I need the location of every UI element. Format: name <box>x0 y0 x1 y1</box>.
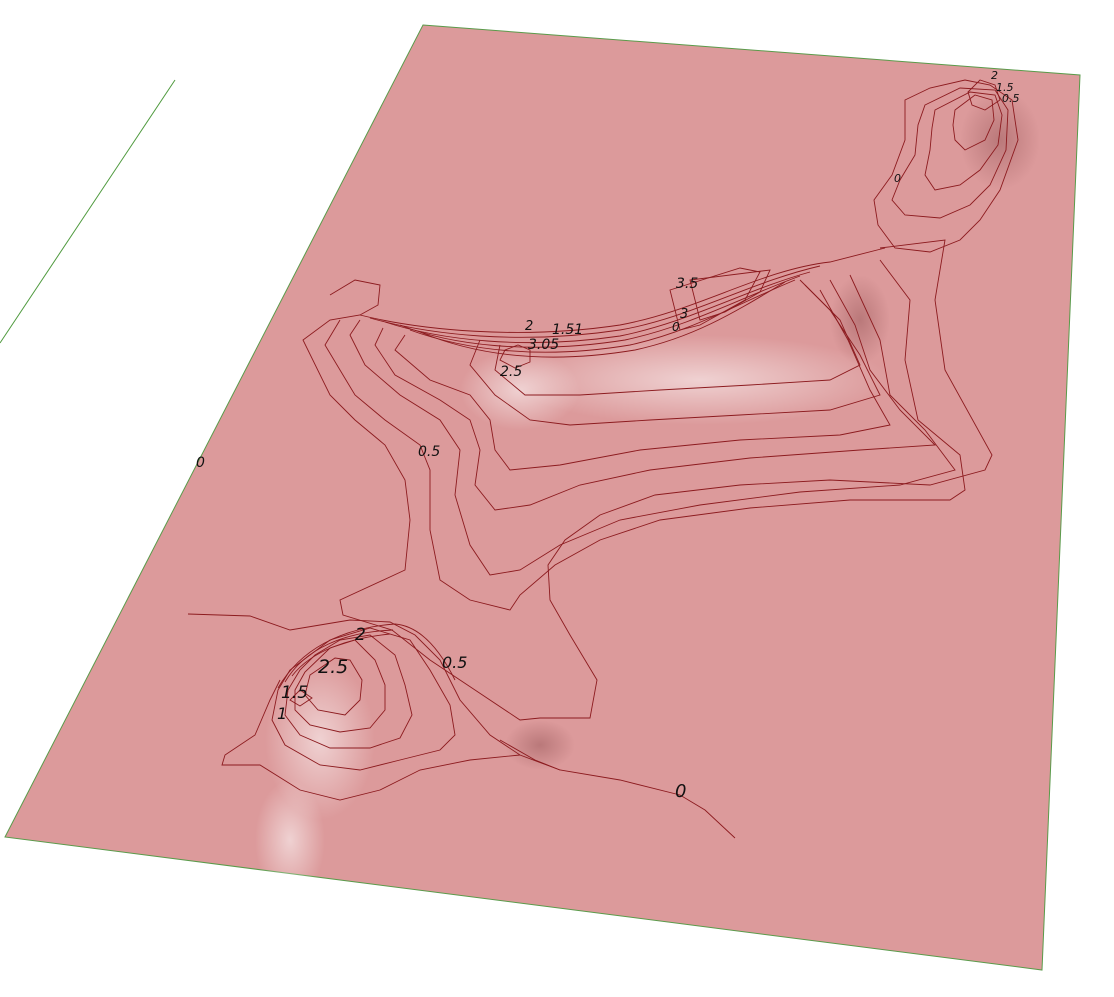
label-right-2: 2 <box>991 69 998 82</box>
label-upper-0: 0 <box>672 320 680 334</box>
label-left-0: 0 <box>196 455 205 471</box>
label-right-0: 0 <box>894 172 901 185</box>
label-right-05: 0.5 <box>1002 92 1020 105</box>
contour-labels: 2 1.51 3.05 2.5 3.5 3 0 2 1.5 0.5 0 0 0.… <box>196 69 1020 802</box>
label-center-05: 0.5 <box>418 444 440 460</box>
label-upper-151: 1.51 <box>552 322 583 338</box>
label-upper-3: 3 <box>680 307 688 322</box>
label-upper-35: 3.5 <box>676 276 698 292</box>
label-lower-05: 0.5 <box>442 653 467 672</box>
label-upper-25: 2.5 <box>500 364 522 380</box>
axis-line <box>0 79 176 344</box>
label-lower-right-0: 0 <box>675 781 686 802</box>
label-right-15: 1.5 <box>996 81 1014 94</box>
label-lower-25: 2.5 <box>318 656 348 678</box>
terrain-surface[interactable] <box>4 24 1081 971</box>
label-lower-1: 1 <box>277 704 287 723</box>
label-lower-2: 2 <box>355 625 366 645</box>
relief-shading <box>255 90 1040 900</box>
contour-lines <box>187 79 1019 839</box>
label-upper-305: 3.05 <box>528 337 559 353</box>
label-lower-15: 1.5 <box>281 683 308 703</box>
label-upper-2: 2 <box>525 319 533 334</box>
